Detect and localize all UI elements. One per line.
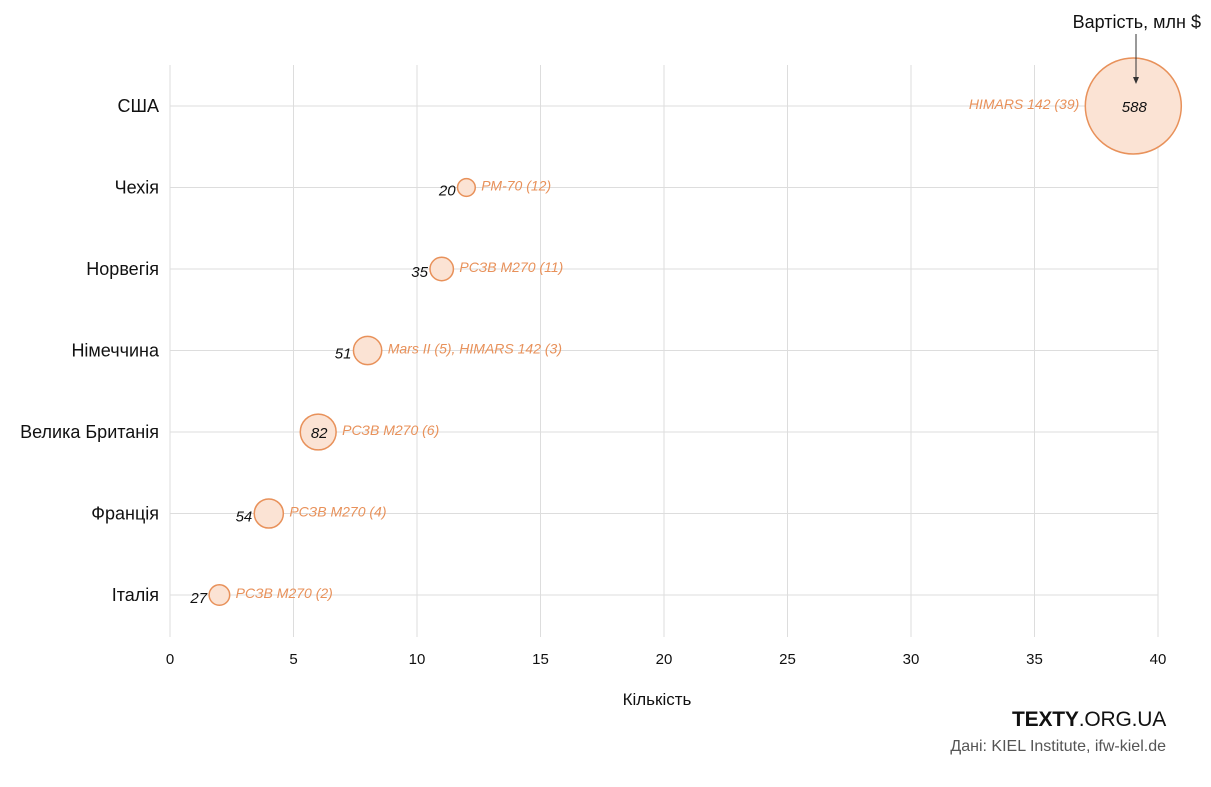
bubble	[456, 177, 477, 198]
x-tick-label: 10	[409, 651, 426, 668]
x-tick-label: 25	[779, 651, 796, 668]
value-label: 588	[1122, 99, 1148, 116]
weapon-label: РСЗВ М270 (4)	[289, 504, 386, 520]
value-label: 35	[411, 264, 428, 281]
source-note: Дані: KIEL Institute, ifw-kiel.de	[950, 738, 1166, 755]
x-tick-label: 5	[289, 651, 297, 668]
brand-bold: TEXTY	[1012, 708, 1079, 731]
x-tick-label: 20	[656, 651, 673, 668]
country-label: Велика Британія	[20, 422, 159, 442]
size-legend-label: Вартість, млн $	[1073, 12, 1201, 32]
x-tick-label: 0	[166, 651, 174, 668]
labels: 0 5 10 15 20 25 30 35 40 США 588 HIMARS 142 (39) Чех…	[20, 96, 1166, 668]
bubble	[208, 583, 231, 607]
country-label: Норвегія	[86, 259, 159, 279]
size-legend-arrow	[1133, 34, 1139, 84]
weapon-label: РСЗВ М270 (2)	[236, 585, 333, 601]
x-tick-label: 15	[532, 651, 549, 668]
bubble	[1084, 57, 1183, 155]
x-tick-label: 35	[1026, 651, 1043, 668]
bubbles	[208, 57, 1183, 607]
weapon-label: Mars II (5), HIMARS 142 (3)	[388, 341, 562, 357]
value-label: 51	[335, 346, 352, 363]
brand-logo: TEXTY.ORG.UA	[1012, 708, 1166, 732]
bubble	[429, 256, 455, 282]
brand-rest: .ORG.UA	[1078, 708, 1166, 731]
x-tick-label: 30	[903, 651, 920, 668]
bubble	[253, 498, 285, 529]
weapon-label: РСЗВ М270 (11)	[459, 259, 563, 275]
x-tick-label: 40	[1150, 651, 1167, 668]
country-label: Франція	[91, 504, 159, 524]
country-label: Чехія	[115, 178, 159, 198]
country-label: Італія	[112, 585, 159, 605]
bubble	[352, 335, 383, 366]
country-label: Німеччина	[71, 341, 160, 361]
weapon-label: HIMARS 142 (39)	[969, 96, 1079, 112]
value-label: 27	[189, 590, 207, 607]
value-label: 54	[236, 509, 253, 526]
weapon-label: РМ-70 (12)	[481, 178, 551, 194]
value-label: 82	[311, 425, 328, 442]
bubble	[299, 413, 337, 451]
weapon-label: РСЗВ М270 (6)	[342, 422, 439, 438]
value-label: 20	[438, 183, 456, 200]
country-label: США	[117, 96, 159, 116]
grid	[169, 65, 1159, 637]
x-axis-title: Кількість	[623, 690, 692, 709]
